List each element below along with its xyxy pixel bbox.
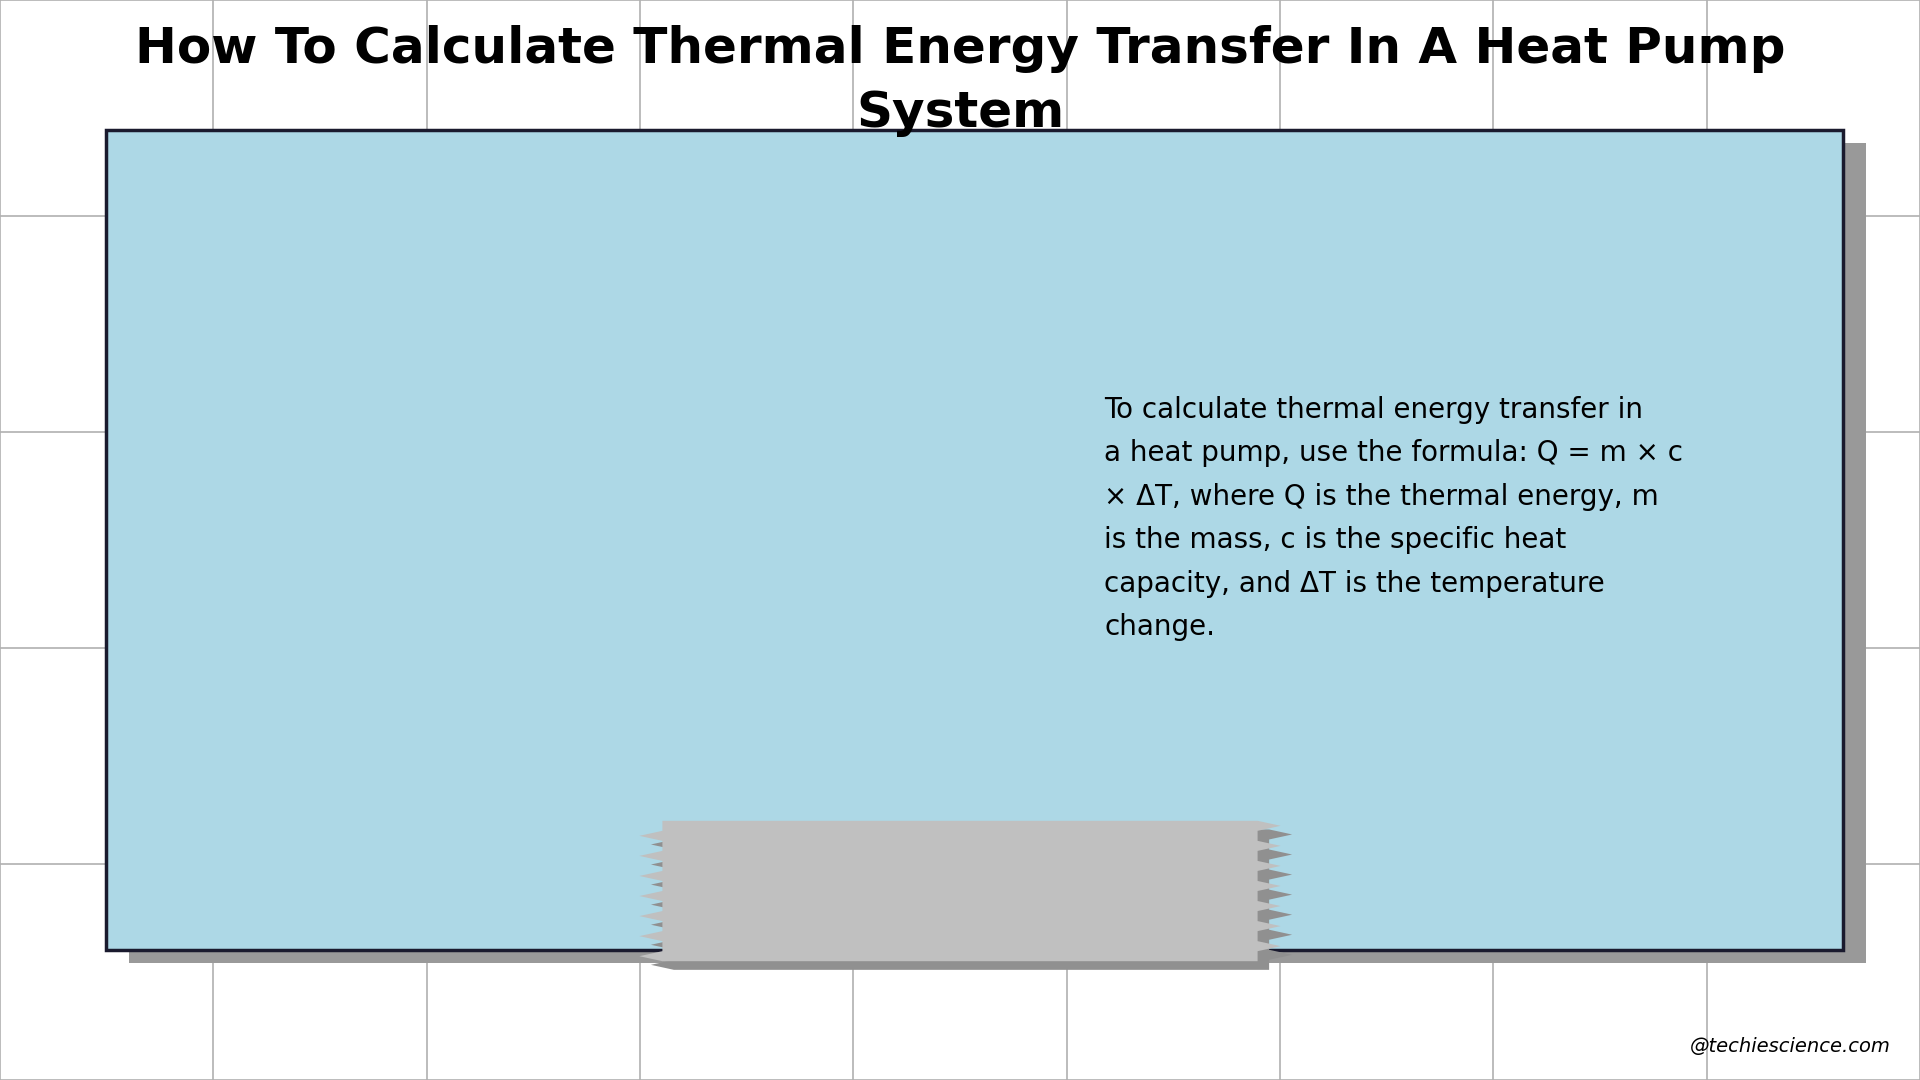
FancyBboxPatch shape: [106, 130, 1843, 950]
Text: How To Calculate Thermal Energy Transfer In A Heat Pump: How To Calculate Thermal Energy Transfer…: [134, 25, 1786, 72]
Text: To calculate thermal energy transfer in
a heat pump, use the formula: Q = m × c
: To calculate thermal energy transfer in …: [1104, 396, 1684, 640]
Polygon shape: [639, 821, 1281, 961]
FancyBboxPatch shape: [129, 143, 1866, 963]
Text: @techiescience.com: @techiescience.com: [1690, 1037, 1891, 1056]
Polygon shape: [651, 829, 1292, 970]
Text: System: System: [856, 90, 1064, 137]
